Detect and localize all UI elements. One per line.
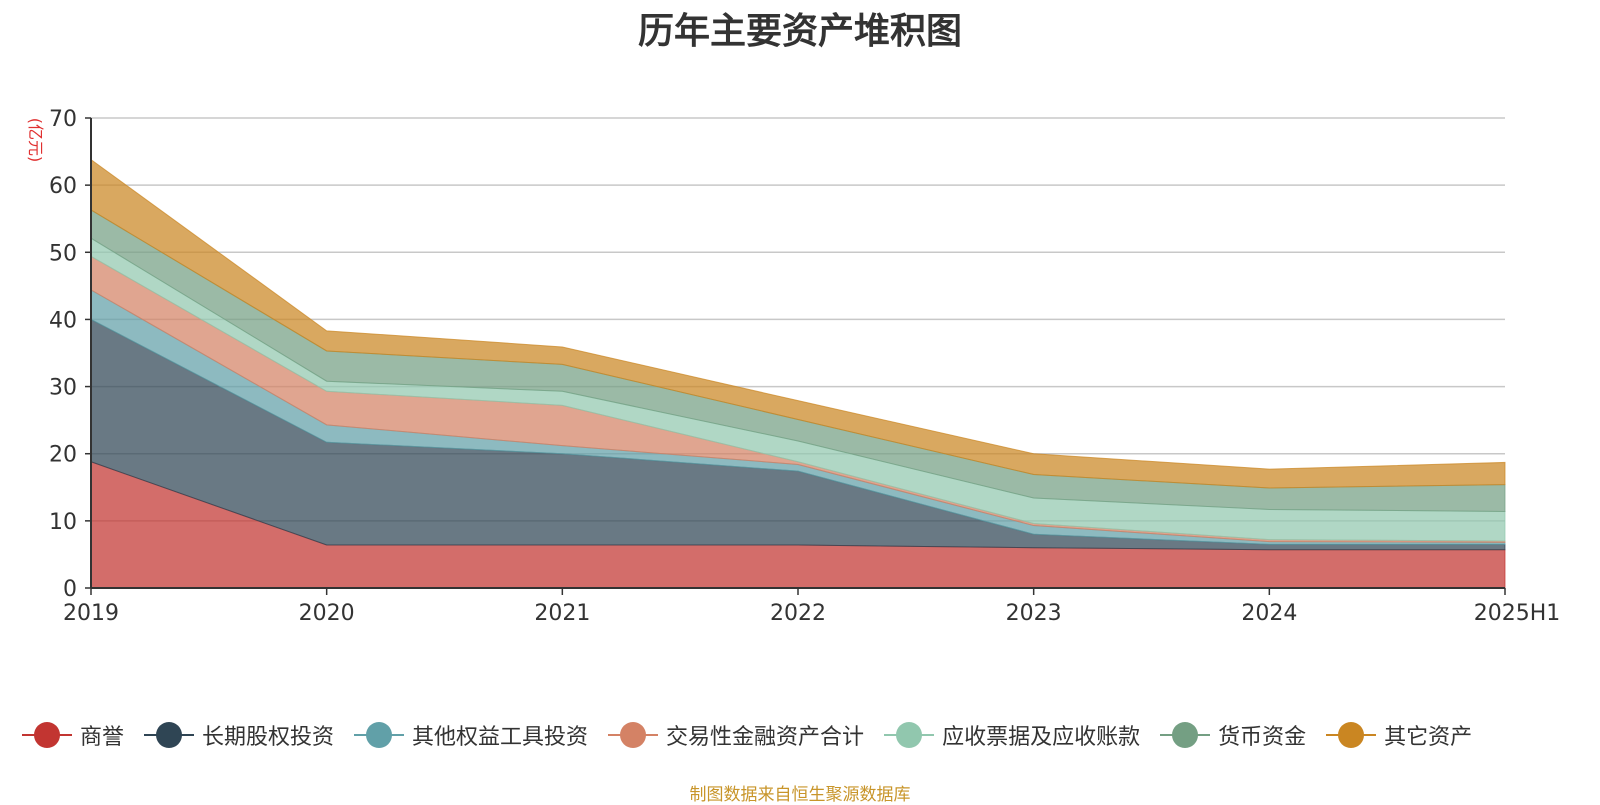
legend-label: 货币资金	[1218, 725, 1307, 750]
y-tick-label: 30	[49, 376, 77, 401]
legend-item-3[interactable]: 其他权益工具投资	[354, 719, 588, 751]
y-tick-label: 70	[49, 107, 77, 132]
y-tick-label: 10	[49, 510, 77, 535]
x-tick-label: 2021	[534, 601, 590, 626]
legend-item-6[interactable]: 货币资金	[1160, 719, 1306, 751]
legend-label: 交易性金融资产合计	[666, 725, 865, 750]
y-tick-label: 40	[49, 308, 77, 333]
y-tick-label: 60	[49, 174, 77, 199]
source-note: 制图数据来自恒生聚源数据库	[689, 785, 911, 805]
y-tick-label: 0	[63, 577, 77, 602]
legend-item-2[interactable]: 长期股权投资	[144, 719, 334, 751]
legend-label: 其它资产	[1384, 725, 1473, 750]
legend-item-7[interactable]: 其它资产	[1326, 719, 1472, 751]
y-tick-label: 20	[49, 443, 77, 468]
legend-item-1[interactable]: 商誉	[22, 719, 124, 751]
legend-item-4[interactable]: 交易性金融资产合计	[608, 719, 864, 751]
y-axis-label: (亿元)	[26, 118, 45, 163]
chart-title: 历年主要资产堆积图	[637, 11, 962, 52]
x-tick-label: 2025H1	[1474, 601, 1561, 626]
x-tick-label: 2023	[1006, 601, 1062, 626]
x-tick-label: 2024	[1241, 601, 1297, 626]
y-tick-label: 50	[49, 241, 77, 266]
x-tick-label: 2019	[63, 601, 119, 626]
area-series-7	[90, 158, 1506, 489]
legend-label: 长期股权投资	[202, 725, 335, 750]
legend-marker	[608, 722, 659, 748]
legend-marker	[1160, 722, 1211, 748]
legend-label: 商誉	[80, 725, 125, 750]
legend-marker	[1326, 722, 1377, 748]
legend-marker	[144, 722, 195, 748]
legend-item-5[interactable]: 应收票据及应收账款	[884, 719, 1140, 751]
axes: 0 10 20 30 40 50 60 70 2019 2020 2021 2022 2023 2024 2…	[49, 107, 1560, 626]
x-tick-label: 2020	[299, 601, 355, 626]
area-series	[90, 158, 1506, 589]
legend-label: 应收票据及应收账款	[942, 725, 1141, 750]
legend-marker	[354, 722, 405, 748]
legend: 商誉 长期股权投资 其他权益工具投资 交易性金融资产合计 应收票据及应收账款 货币资金 其它…	[22, 718, 1492, 752]
x-tick-label: 2022	[770, 601, 826, 626]
legend-marker	[22, 722, 72, 748]
legend-marker	[884, 722, 935, 748]
legend-label: 其他权益工具投资	[412, 725, 589, 750]
